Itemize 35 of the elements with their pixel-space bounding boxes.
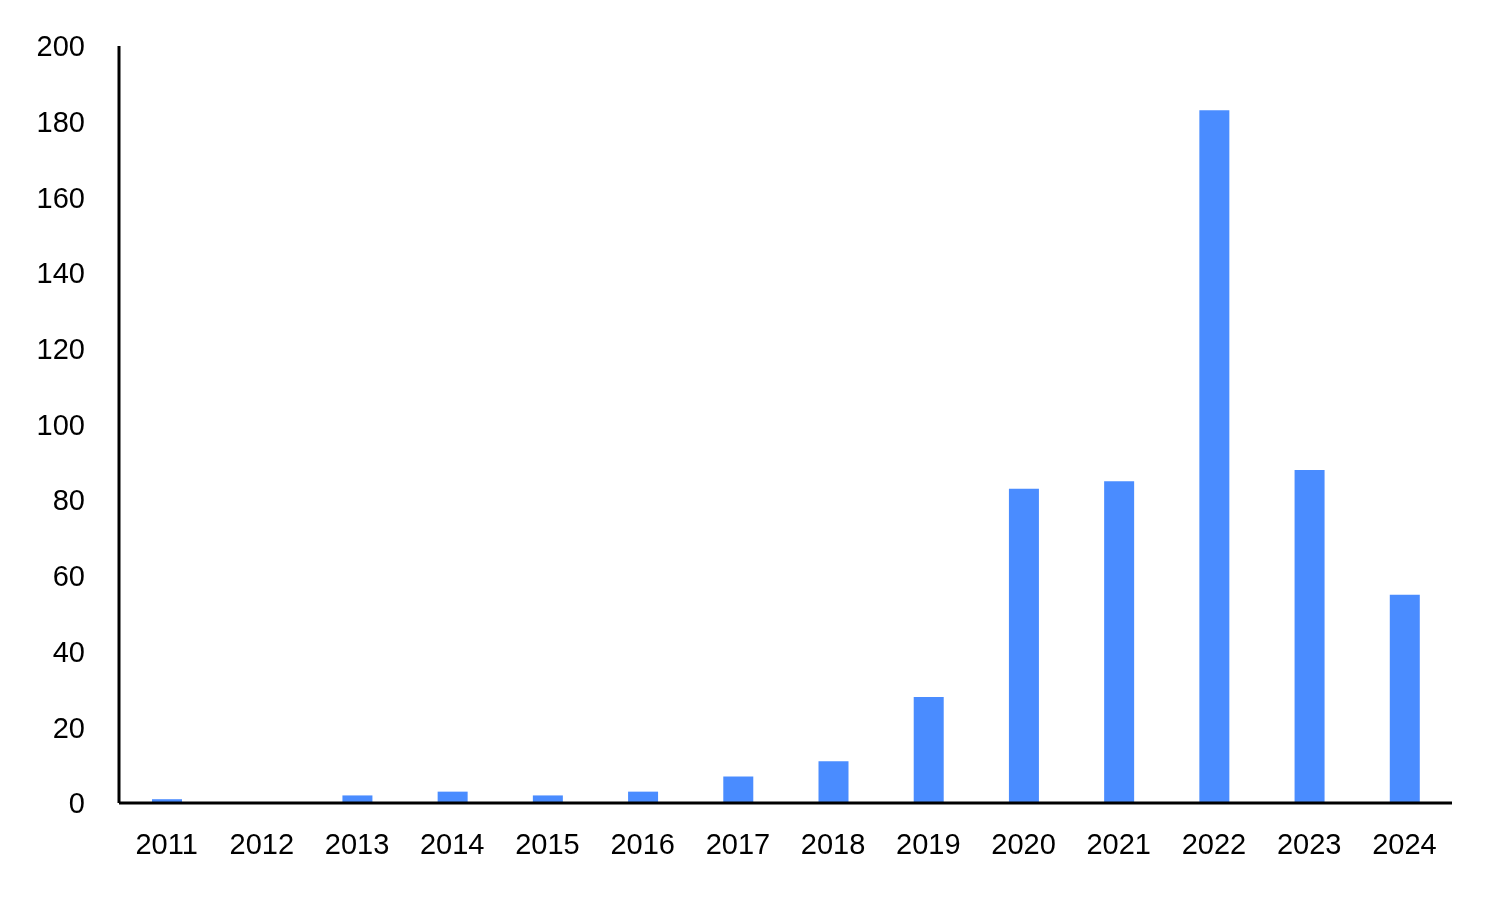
y-tick-label: 120 — [36, 333, 85, 366]
x-tick-label: 2019 — [896, 827, 961, 860]
y-tick-label: 0 — [68, 787, 85, 820]
bar — [1008, 488, 1039, 803]
bar — [723, 776, 754, 803]
x-tick-label: 2012 — [229, 827, 295, 860]
bar — [342, 795, 373, 803]
x-tick-label: 2024 — [1372, 827, 1437, 860]
y-tick-label: 20 — [52, 711, 85, 744]
y-tick-label: 100 — [36, 408, 85, 441]
x-tick-label: 2022 — [1181, 827, 1247, 860]
y-tick-label: 160 — [36, 181, 85, 214]
bar — [1294, 469, 1325, 803]
y-tick-label: 180 — [36, 105, 85, 138]
y-tick-label: 200 — [36, 30, 85, 63]
x-tick-label: 2016 — [610, 827, 675, 860]
x-tick-label: 2014 — [419, 827, 485, 860]
x-tick-label: 2023 — [1276, 827, 1342, 860]
x-tick-label: 2018 — [800, 827, 866, 860]
y-tick-label: 60 — [52, 560, 85, 593]
x-tick-label: 2011 — [135, 827, 198, 860]
bar — [1389, 594, 1420, 803]
x-tick-label: 2017 — [705, 827, 771, 860]
x-tick-label: 2015 — [515, 827, 580, 860]
x-tick-label: 2021 — [1086, 827, 1152, 860]
bar — [818, 761, 849, 803]
y-tick-label: 80 — [52, 484, 85, 517]
bar — [913, 697, 944, 803]
y-tick-label: 140 — [36, 257, 85, 290]
y-tick-label: 40 — [52, 635, 85, 668]
bar — [1104, 481, 1135, 803]
bar — [532, 795, 563, 803]
bar — [1199, 110, 1230, 803]
x-tick-label: 2020 — [991, 827, 1056, 860]
x-tick-label: 2013 — [324, 827, 390, 860]
